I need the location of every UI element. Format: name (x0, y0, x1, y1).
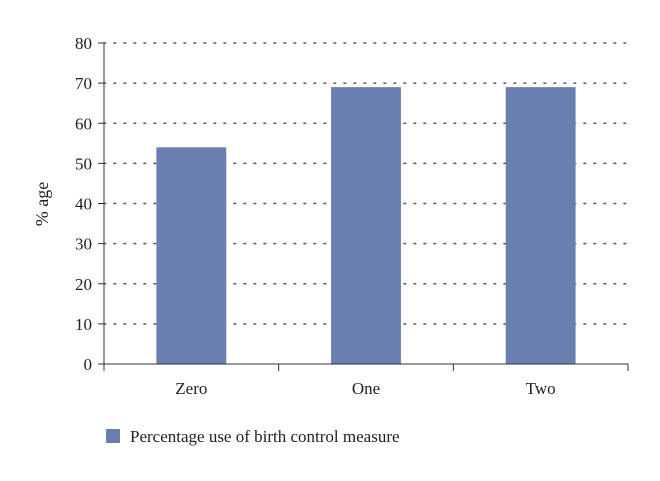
y-tick-label-60: 60 (75, 114, 92, 133)
legend: Percentage use of birth control measure (106, 427, 400, 446)
y-axis-title: % age (32, 182, 52, 226)
x-tick-label-two: Two (526, 379, 556, 398)
y-tick-label-30: 30 (75, 235, 92, 254)
x-tick-label-zero: Zero (175, 379, 207, 398)
y-tick-label-80: 80 (75, 34, 92, 53)
y-tick-labels: 0 10 20 30 40 50 60 70 80 (75, 34, 92, 374)
y-tick-label-0: 0 (84, 355, 93, 374)
bar-zero (156, 147, 227, 364)
y-tick-label-40: 40 (75, 195, 92, 214)
axes (98, 42, 629, 371)
y-tick-label-70: 70 (75, 74, 92, 93)
y-tick-label-10: 10 (75, 315, 92, 334)
x-tick-labels: Zero One Two (175, 379, 555, 398)
legend-swatch (106, 429, 120, 443)
x-tick-label-one: One (352, 379, 380, 398)
bar-one (331, 87, 401, 364)
y-tick-label-50: 50 (75, 154, 92, 173)
bar-two (505, 87, 576, 364)
y-tick-label-20: 20 (75, 275, 92, 294)
bars (156, 87, 576, 364)
legend-label: Percentage use of birth control measure (130, 427, 400, 446)
